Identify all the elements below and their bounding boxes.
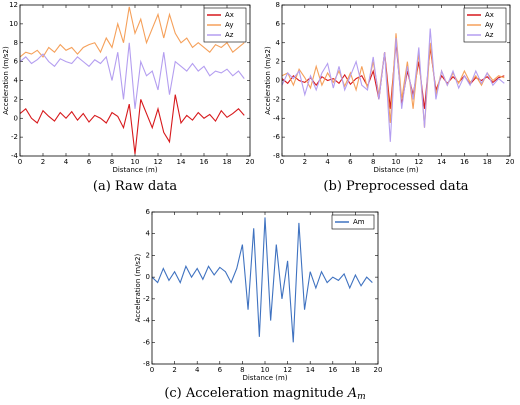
x-tick-label: 14 — [437, 158, 446, 166]
legend-label: Ax — [485, 11, 494, 19]
x-tick-label: 10 — [392, 158, 401, 166]
x-tick-label: 2 — [172, 366, 176, 374]
legend-label: Az — [225, 31, 234, 39]
x-tick-label: 8 — [371, 158, 375, 166]
x-tick-label: 6 — [348, 158, 353, 166]
legend-label: Ay — [485, 21, 493, 29]
caption: (a) Raw data — [93, 179, 177, 194]
x-tick-label: 6 — [218, 366, 223, 374]
x-tick-label: 4 — [325, 158, 330, 166]
y-tick-label: 12 — [9, 1, 18, 9]
x-tick-label: 10 — [131, 158, 140, 166]
caption: (c) Acceleration magnitude Am — [164, 386, 365, 402]
x-tick-label: 12 — [283, 366, 292, 374]
x-tick-label: 20 — [506, 158, 515, 166]
x-tick-label: 2 — [41, 158, 45, 166]
caption-text: (a) Raw data — [93, 179, 177, 194]
x-tick-label: 0 — [150, 366, 154, 374]
plot-area — [152, 212, 378, 364]
x-tick-label: 4 — [195, 366, 200, 374]
y-tick-label: 10 — [9, 20, 18, 28]
x-tick-label: 18 — [351, 366, 360, 374]
y-tick-label: 4 — [14, 77, 19, 85]
caption: (b) Preprocessed data — [323, 179, 468, 194]
data-line — [152, 217, 373, 343]
y-tick-label: -6 — [273, 133, 281, 141]
caption-subscript: m — [357, 392, 366, 402]
x-tick-label: 18 — [223, 158, 232, 166]
y-tick-label: 0 — [276, 77, 280, 85]
x-tick-label: 0 — [280, 158, 284, 166]
y-tick-label: 6 — [276, 20, 281, 28]
y-tick-label: 4 — [276, 39, 281, 47]
caption-text: (b) Preprocessed data — [323, 179, 468, 194]
x-tick-label: 20 — [374, 366, 383, 374]
y-tick-label: 0 — [146, 273, 150, 281]
y-tick-label: 2 — [276, 58, 280, 66]
data-line — [282, 28, 505, 142]
y-tick-label: 2 — [14, 95, 18, 103]
x-tick-label: 10 — [261, 366, 270, 374]
caption-symbol: A — [347, 386, 357, 401]
y-axis-label: Acceleration (m/s2) — [2, 46, 10, 115]
x-axis-label: Distance (m) — [242, 374, 287, 382]
x-tick-label: 16 — [200, 158, 209, 166]
legend-label: Ax — [225, 11, 234, 19]
y-tick-label: -4 — [143, 317, 151, 325]
y-axis-label: Acceleration (m/s2) — [264, 46, 272, 115]
data-line — [282, 33, 505, 128]
x-tick-label: 14 — [306, 366, 315, 374]
x-tick-label: 4 — [64, 158, 69, 166]
y-tick-label: 4 — [146, 230, 151, 238]
y-tick-label: 0 — [14, 114, 18, 122]
data-line — [20, 6, 245, 58]
data-line — [20, 94, 245, 155]
y-tick-label: -2 — [11, 133, 18, 141]
y-tick-label: -4 — [273, 114, 281, 122]
plot-frame — [19, 4, 251, 157]
legend-label: Am — [353, 218, 365, 226]
x-tick-label: 0 — [18, 158, 22, 166]
y-tick-label: -2 — [143, 295, 150, 303]
plot-frame — [281, 4, 511, 157]
y-tick-label: -4 — [11, 152, 19, 160]
y-axis-label: Acceleration (m/s2) — [134, 254, 142, 323]
x-tick-label: 14 — [177, 158, 186, 166]
x-tick-label: 20 — [246, 158, 255, 166]
y-tick-label: 8 — [14, 39, 18, 47]
y-tick-label: 6 — [146, 208, 151, 216]
x-tick-label: 16 — [328, 366, 337, 374]
y-tick-label: -2 — [273, 95, 280, 103]
x-tick-label: 6 — [87, 158, 92, 166]
x-tick-label: 8 — [240, 366, 244, 374]
y-tick-label: -8 — [273, 152, 280, 160]
legend-label: Az — [485, 31, 494, 39]
x-axis-label: Distance (m) — [373, 166, 418, 174]
x-tick-label: 12 — [154, 158, 163, 166]
caption-text: (c) Acceleration magnitude — [164, 386, 347, 401]
y-tick-label: -6 — [143, 338, 151, 346]
x-tick-label: 16 — [460, 158, 469, 166]
x-axis-label: Distance (m) — [112, 166, 157, 174]
x-tick-label: 12 — [414, 158, 423, 166]
plot-frame — [151, 211, 379, 365]
y-tick-label: 6 — [14, 58, 19, 66]
y-tick-label: -8 — [143, 360, 150, 368]
data-line — [20, 42, 245, 109]
y-tick-label: 8 — [276, 1, 280, 9]
legend-box — [331, 214, 375, 230]
x-tick-label: 2 — [303, 158, 307, 166]
x-tick-label: 18 — [483, 158, 492, 166]
x-tick-label: 8 — [110, 158, 114, 166]
legend-label: Ay — [225, 21, 233, 29]
y-tick-label: 2 — [146, 251, 150, 259]
